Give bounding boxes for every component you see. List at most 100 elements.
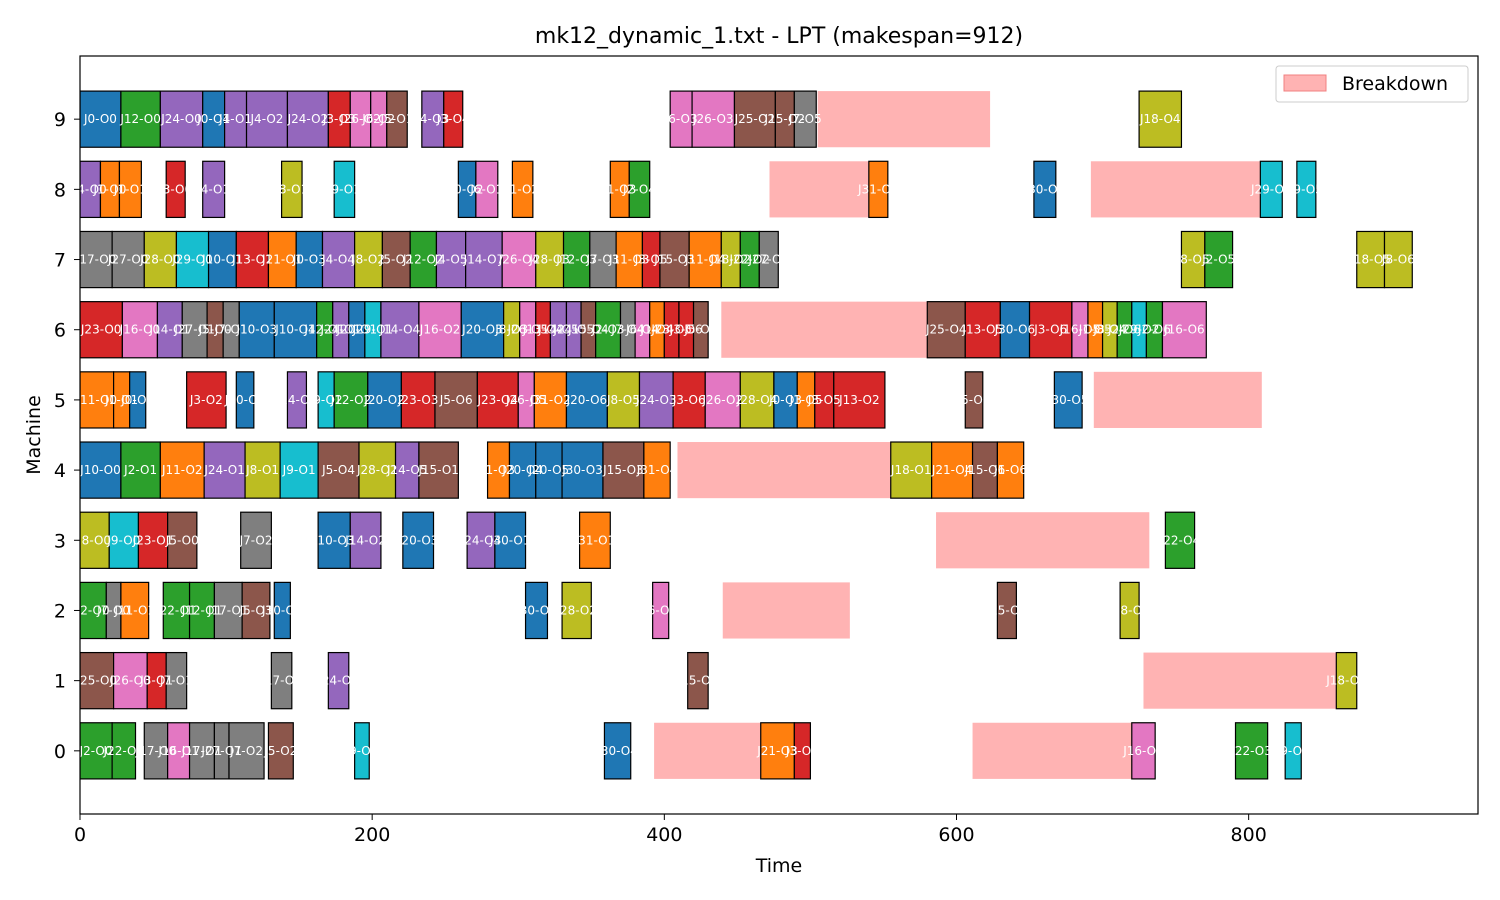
operation-bar [475, 160, 499, 219]
operation-bar [213, 581, 243, 640]
operation-label: J9-O5 [1289, 182, 1323, 196]
operation-bar [175, 230, 210, 289]
operation-bar [267, 230, 297, 289]
operation-label: J23-O3 [397, 393, 439, 407]
operation-label: J3-O6 [672, 393, 706, 407]
operation-label: J15-O5 [986, 603, 1028, 617]
operation-label: J25-O0 [76, 674, 118, 688]
operation-bar [652, 581, 670, 640]
legend-label-breakdown: Breakdown [1342, 73, 1448, 95]
operation-label: J12-O2 [330, 393, 372, 407]
operation-label: J6-O2 [361, 112, 395, 126]
operation-label: J17-O1 [181, 744, 223, 758]
operation-label: J14-O5 [537, 323, 579, 337]
operation-label: J8-O2 [351, 253, 385, 267]
operation-label: J12-O1 [303, 323, 345, 337]
legend-swatch-breakdown [1283, 74, 1327, 92]
operation-label: J14-O7 [463, 253, 505, 267]
x-tick-label: 200 [354, 824, 390, 846]
operation-bar [692, 301, 709, 359]
operation-bar [793, 722, 812, 780]
x-tick-label: 600 [938, 824, 974, 846]
operation-label: J28-O2 [356, 463, 398, 477]
operation-bar [349, 511, 382, 569]
operation-label: J5-O7 [957, 393, 991, 407]
operation-label: J22-O1 [155, 603, 197, 617]
operation-label: J5-O0 [165, 533, 199, 547]
operation-label: J11-O4 [684, 253, 726, 267]
operation-label: J28-O4 [736, 393, 778, 407]
operation-label: J20-O3 [461, 323, 503, 337]
y-tick-label: 1 [54, 671, 66, 693]
operation-label: J23-O1 [132, 533, 174, 547]
operation-bar [868, 160, 889, 219]
operation-label: J30-O5 [1047, 393, 1089, 407]
operation-bar [628, 160, 651, 219]
operation-label: J1-O2 [505, 182, 539, 196]
legend: Breakdown [1275, 65, 1469, 103]
operation-label: J25-O4 [925, 323, 967, 337]
x-tick-label: 0 [74, 824, 86, 846]
operation-bar [80, 441, 122, 499]
operation-label: J16-O5 [1059, 323, 1101, 337]
operation-bar [367, 371, 402, 429]
operation-bar [354, 230, 383, 289]
operation-bar [595, 301, 622, 359]
operation-bar [238, 301, 275, 359]
operation-label: J13-O1 [231, 253, 273, 267]
y-tick-label: 7 [54, 250, 66, 272]
operation-bar [118, 160, 142, 219]
operation-bar [1335, 651, 1358, 710]
operation-bar [120, 90, 161, 148]
operation-bar [207, 230, 237, 289]
operation-bar [465, 230, 503, 289]
operation-label: J3-O6 [1033, 323, 1067, 337]
operation-bar [460, 301, 505, 359]
operation-label: J26-O0 [109, 674, 151, 688]
operation-bar [508, 441, 537, 499]
operation-label: J12-O0 [119, 112, 161, 126]
operation-label: J27-O0 [107, 253, 149, 267]
operation-bar [760, 722, 795, 780]
operation-label: J30-O6 [994, 323, 1036, 337]
operation-label: J27-O1 [173, 323, 215, 337]
operation-label: J12-O2 [402, 253, 444, 267]
operation-label: J15-O1 [417, 463, 459, 477]
operation-label: J31-O1 [574, 533, 616, 547]
operation-label: J1-O4 [640, 323, 674, 337]
operation-label: J30-O2 [515, 603, 557, 617]
operation-label: J30-O3 [561, 463, 603, 477]
operation-label: J15-O4 [567, 323, 609, 337]
operation-bar [1284, 722, 1302, 780]
operation-label: J15-O3 [653, 253, 695, 267]
operation-bar [235, 230, 270, 289]
plot-frame [79, 55, 1479, 815]
operation-bar [1028, 301, 1073, 359]
operation-label: J17-O1 [207, 603, 249, 617]
operation-label: J10-O4 [274, 323, 316, 337]
operation-label: J7-O1 [159, 674, 193, 688]
operation-bar [524, 581, 549, 640]
breakdown-bar [769, 161, 869, 218]
operation-bar [333, 371, 369, 429]
operation-bar [1138, 90, 1183, 148]
operation-bar [443, 90, 464, 148]
y-tick-label: 5 [54, 390, 66, 412]
y-tick-label: 8 [54, 179, 66, 201]
operation-bar [228, 722, 265, 780]
operation-bar [615, 230, 644, 289]
breakdown-bar [1093, 371, 1262, 428]
operation-bar [964, 371, 984, 429]
operation-label: J18-O3 [1108, 603, 1150, 617]
operation-bar [165, 160, 186, 219]
operation-bar [409, 230, 438, 289]
operation-label: J6-O4 [625, 323, 659, 337]
operation-label: J10-O3 [313, 533, 355, 547]
operation-bar [603, 722, 632, 780]
y-tick-label: 6 [54, 320, 66, 342]
operation-label: J8-O5 [606, 393, 640, 407]
operation-label: J14-O3 [276, 393, 318, 407]
operation-bar [418, 441, 459, 499]
operation-bar [704, 371, 741, 429]
